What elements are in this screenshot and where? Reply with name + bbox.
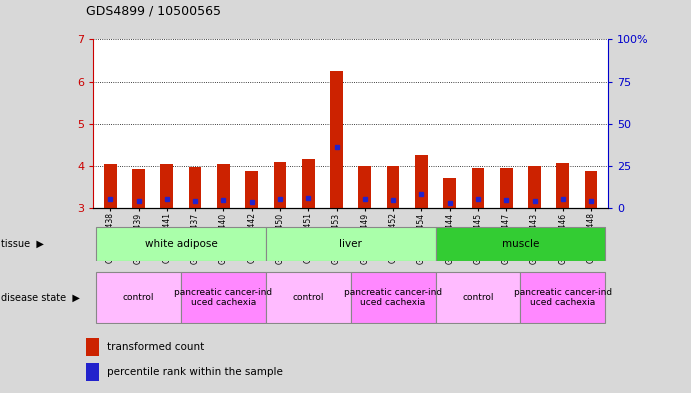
Bar xyxy=(520,272,605,323)
Text: control: control xyxy=(123,293,154,302)
Bar xyxy=(266,272,350,323)
Bar xyxy=(330,71,343,208)
Bar xyxy=(266,227,435,261)
Bar xyxy=(104,164,117,208)
Bar xyxy=(86,338,100,356)
Bar xyxy=(181,272,266,323)
Text: GDS4899 / 10500565: GDS4899 / 10500565 xyxy=(86,5,221,18)
Bar xyxy=(500,168,513,208)
Bar xyxy=(444,178,456,208)
Bar xyxy=(528,165,541,208)
Bar xyxy=(189,167,202,208)
Text: liver: liver xyxy=(339,239,362,249)
Text: control: control xyxy=(292,293,324,302)
Bar xyxy=(217,164,230,208)
Bar xyxy=(96,272,181,323)
Bar xyxy=(350,272,435,323)
Bar xyxy=(302,159,314,208)
Bar xyxy=(245,171,258,208)
Bar xyxy=(435,227,605,261)
Text: tissue  ▶: tissue ▶ xyxy=(1,239,44,249)
Bar xyxy=(359,165,371,208)
Bar xyxy=(415,154,428,208)
Text: percentile rank within the sample: percentile rank within the sample xyxy=(107,367,283,377)
Text: pancreatic cancer-ind
uced cachexia: pancreatic cancer-ind uced cachexia xyxy=(344,288,442,307)
Bar xyxy=(132,169,145,208)
Bar xyxy=(435,272,520,323)
Text: disease state  ▶: disease state ▶ xyxy=(1,293,80,303)
Text: control: control xyxy=(462,293,493,302)
Bar xyxy=(86,363,100,381)
Bar xyxy=(160,164,173,208)
Text: pancreatic cancer-ind
uced cachexia: pancreatic cancer-ind uced cachexia xyxy=(174,288,272,307)
Bar xyxy=(585,171,598,208)
Text: pancreatic cancer-ind
uced cachexia: pancreatic cancer-ind uced cachexia xyxy=(514,288,612,307)
Text: muscle: muscle xyxy=(502,239,539,249)
Text: transformed count: transformed count xyxy=(107,342,205,352)
Bar xyxy=(96,227,266,261)
Bar xyxy=(556,163,569,208)
Bar xyxy=(274,162,286,208)
Bar xyxy=(471,168,484,208)
Text: white adipose: white adipose xyxy=(144,239,218,249)
Bar xyxy=(387,165,399,208)
